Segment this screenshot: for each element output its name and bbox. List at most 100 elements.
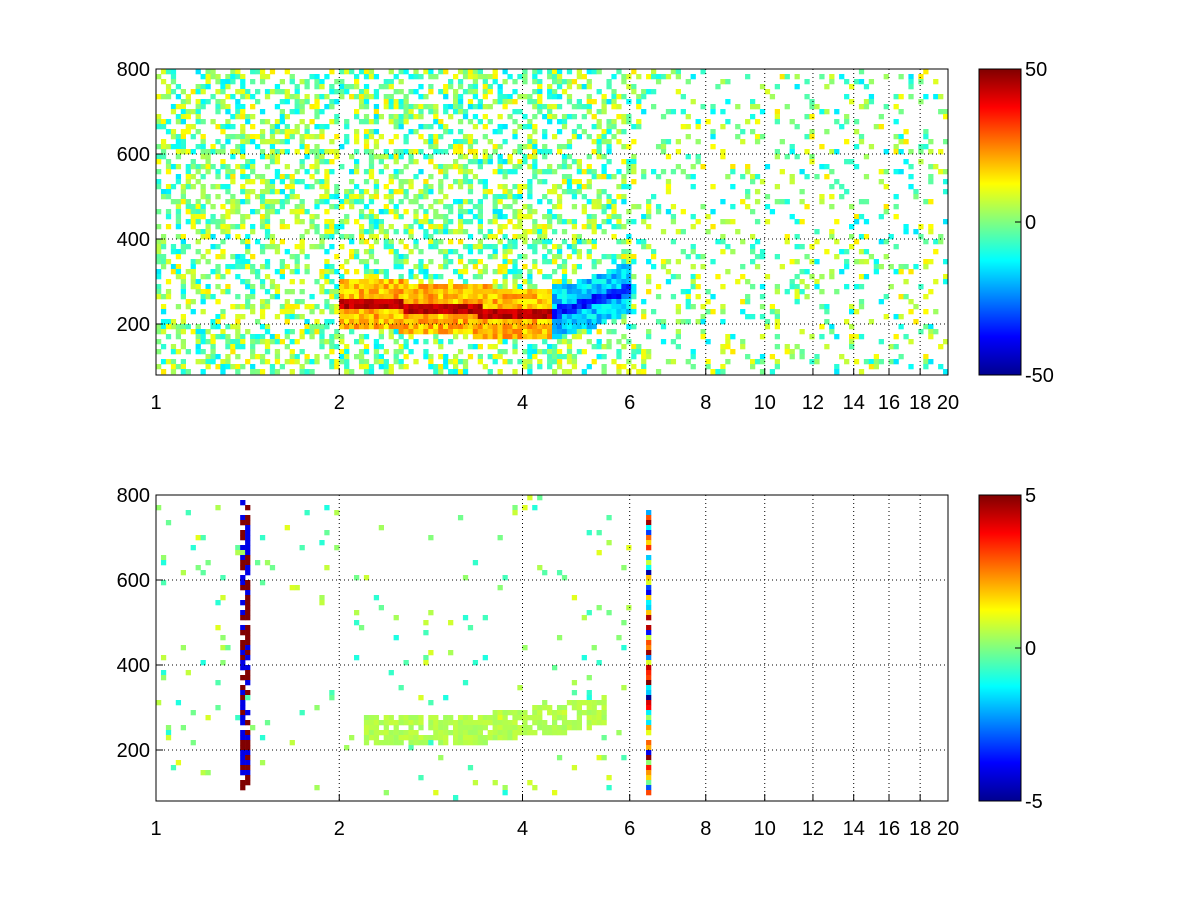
heatmap-cell bbox=[566, 309, 573, 315]
heatmap-cell bbox=[240, 264, 246, 270]
heatmap-cell bbox=[606, 610, 612, 616]
heatmap-cell bbox=[279, 239, 285, 245]
heatmap-cell bbox=[547, 89, 553, 95]
heatmap-cell bbox=[700, 304, 706, 310]
heatmap-cell bbox=[547, 119, 553, 125]
heatmap-cell bbox=[611, 289, 617, 295]
heatmap-cell bbox=[863, 154, 870, 160]
heatmap-cell bbox=[438, 89, 444, 95]
heatmap-cell bbox=[413, 174, 419, 180]
heatmap-cell bbox=[329, 294, 335, 300]
heatmap-cell bbox=[373, 109, 380, 115]
heatmap-cell bbox=[457, 154, 464, 160]
heatmap-cell bbox=[289, 189, 295, 195]
heatmap-cell bbox=[358, 625, 365, 631]
heatmap-cell bbox=[512, 510, 518, 516]
heatmap-cell bbox=[299, 219, 305, 225]
heatmap-cell bbox=[542, 129, 548, 135]
heatmap-cell bbox=[586, 294, 592, 300]
heatmap-cell bbox=[611, 309, 617, 315]
heatmap-cell bbox=[354, 309, 360, 315]
heatmap-cell bbox=[517, 304, 523, 310]
heatmap-cell bbox=[512, 505, 518, 511]
heatmap-cell bbox=[418, 735, 424, 741]
heatmap-cell bbox=[497, 144, 503, 150]
heatmap-cell bbox=[542, 720, 548, 726]
heatmap-cell bbox=[482, 104, 488, 110]
heatmap-cell bbox=[512, 129, 518, 135]
heatmap-cell bbox=[240, 715, 246, 721]
heatmap-cell bbox=[393, 259, 399, 265]
heatmap-cell bbox=[794, 219, 800, 225]
heatmap-cell bbox=[611, 104, 617, 110]
heatmap-cell bbox=[547, 309, 553, 315]
heatmap-cell bbox=[502, 309, 508, 315]
heatmap-cell bbox=[363, 575, 370, 581]
heatmap-cell bbox=[646, 785, 652, 791]
heatmap-cell bbox=[720, 284, 726, 290]
heatmap-cell bbox=[457, 289, 464, 295]
heatmap-cell bbox=[467, 304, 474, 310]
heatmap-cell bbox=[388, 740, 394, 746]
heatmap-cell bbox=[497, 284, 503, 290]
heatmap-cell bbox=[750, 284, 756, 290]
heatmap-cell bbox=[373, 189, 380, 195]
heatmap-cell bbox=[339, 294, 345, 300]
heatmap-cell bbox=[354, 314, 360, 320]
heatmap-cell bbox=[591, 344, 597, 350]
heatmap-cell bbox=[240, 615, 246, 621]
heatmap-cell bbox=[274, 129, 281, 135]
heatmap-cell bbox=[621, 264, 627, 270]
heatmap-cell bbox=[903, 129, 909, 135]
bottom-heatmap-cells bbox=[156, 495, 652, 801]
heatmap-cell bbox=[586, 675, 592, 681]
heatmap-cell bbox=[537, 104, 543, 110]
heatmap-cell bbox=[566, 279, 573, 285]
heatmap-cell bbox=[774, 334, 780, 340]
heatmap-cell bbox=[274, 119, 281, 125]
heatmap-cell bbox=[472, 89, 479, 95]
heatmap-cell bbox=[457, 284, 464, 290]
heatmap-cell bbox=[373, 279, 380, 285]
heatmap-cell bbox=[779, 264, 785, 270]
heatmap-cell bbox=[522, 69, 528, 75]
heatmap-cell bbox=[349, 249, 355, 255]
heatmap-cell bbox=[477, 249, 483, 255]
heatmap-cell bbox=[497, 94, 503, 100]
heatmap-cell bbox=[641, 169, 647, 175]
heatmap-cell bbox=[497, 319, 503, 325]
heatmap-cell bbox=[269, 339, 276, 345]
heatmap-cell bbox=[507, 259, 513, 265]
heatmap-cell bbox=[789, 174, 795, 180]
heatmap-cell bbox=[918, 149, 924, 155]
heatmap-cell bbox=[428, 159, 434, 165]
heatmap-cell bbox=[576, 329, 582, 335]
heatmap-cell bbox=[784, 239, 790, 245]
heatmap-cell bbox=[423, 299, 429, 305]
heatmap-cell bbox=[467, 720, 474, 726]
heatmap-cell bbox=[611, 174, 617, 180]
heatmap-cell bbox=[923, 199, 929, 205]
heatmap-cell bbox=[393, 354, 399, 360]
heatmap-cell bbox=[472, 264, 479, 270]
heatmap-cell bbox=[403, 284, 409, 290]
heatmap-cell bbox=[235, 550, 241, 556]
heatmap-cell bbox=[279, 179, 285, 185]
heatmap-cell bbox=[269, 565, 276, 571]
heatmap-cell bbox=[641, 364, 647, 370]
heatmap-cell bbox=[180, 144, 186, 150]
heatmap-cell bbox=[646, 755, 652, 761]
colorbar-tick-label: -5 bbox=[1025, 791, 1043, 813]
heatmap-cell bbox=[547, 249, 553, 255]
heatmap-cell bbox=[616, 214, 622, 220]
heatmap-cell bbox=[804, 114, 810, 120]
heatmap-cell bbox=[443, 129, 449, 135]
heatmap-cell bbox=[354, 149, 360, 155]
heatmap-cell bbox=[858, 299, 865, 305]
heatmap-cell bbox=[240, 254, 246, 260]
heatmap-cell bbox=[319, 274, 325, 280]
heatmap-cell bbox=[576, 239, 582, 245]
heatmap-cell bbox=[200, 164, 206, 170]
heatmap-cell bbox=[309, 304, 315, 310]
heatmap-cell bbox=[383, 790, 389, 796]
